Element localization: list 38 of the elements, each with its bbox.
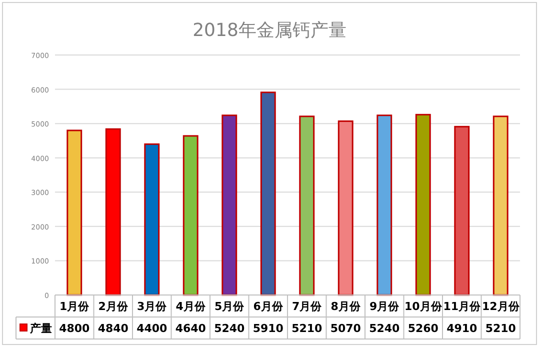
data-label: 4910 xyxy=(446,322,478,335)
bar xyxy=(105,128,121,296)
x-tick-label: 12月份 xyxy=(482,300,520,313)
bar xyxy=(260,92,276,296)
legend-label: 产量 xyxy=(29,322,52,335)
data-label: 4840 xyxy=(98,322,129,335)
bar xyxy=(376,114,392,296)
data-label: 5210 xyxy=(485,322,516,335)
x-tick-label: 8月份 xyxy=(330,300,362,313)
data-label: 5210 xyxy=(292,322,323,335)
x-tick-label: 5月份 xyxy=(214,300,246,313)
data-label: 5070 xyxy=(330,322,362,335)
bar xyxy=(299,116,315,296)
bar xyxy=(144,143,160,296)
data-label: 4400 xyxy=(136,322,168,335)
bar xyxy=(454,126,470,296)
bar xyxy=(66,130,82,296)
bar xyxy=(338,120,354,296)
x-tick-label: 6月份 xyxy=(253,300,284,313)
data-label: 4640 xyxy=(175,322,206,335)
chart-title: 2018年金属钙产量 xyxy=(192,20,346,41)
x-tick-label: 10月份 xyxy=(404,300,443,313)
data-label: 5240 xyxy=(214,322,246,335)
data-label: 5910 xyxy=(252,322,284,335)
bar xyxy=(415,114,431,296)
x-tick-label: 4月份 xyxy=(176,300,206,313)
x-tick-label: 3月份 xyxy=(137,300,168,313)
x-tick-label: 1月份 xyxy=(60,300,90,313)
data-label: 5240 xyxy=(369,322,400,335)
bar xyxy=(492,116,508,296)
x-tick-label: 2月份 xyxy=(98,300,129,313)
bar xyxy=(222,114,238,296)
data-label: 4800 xyxy=(59,322,90,335)
data-label: 5260 xyxy=(408,322,439,335)
bar xyxy=(182,135,198,296)
x-tick-label: 7月份 xyxy=(292,300,323,313)
x-tick-label: 9月份 xyxy=(370,300,400,313)
x-tick-label: 11月份 xyxy=(443,300,482,313)
